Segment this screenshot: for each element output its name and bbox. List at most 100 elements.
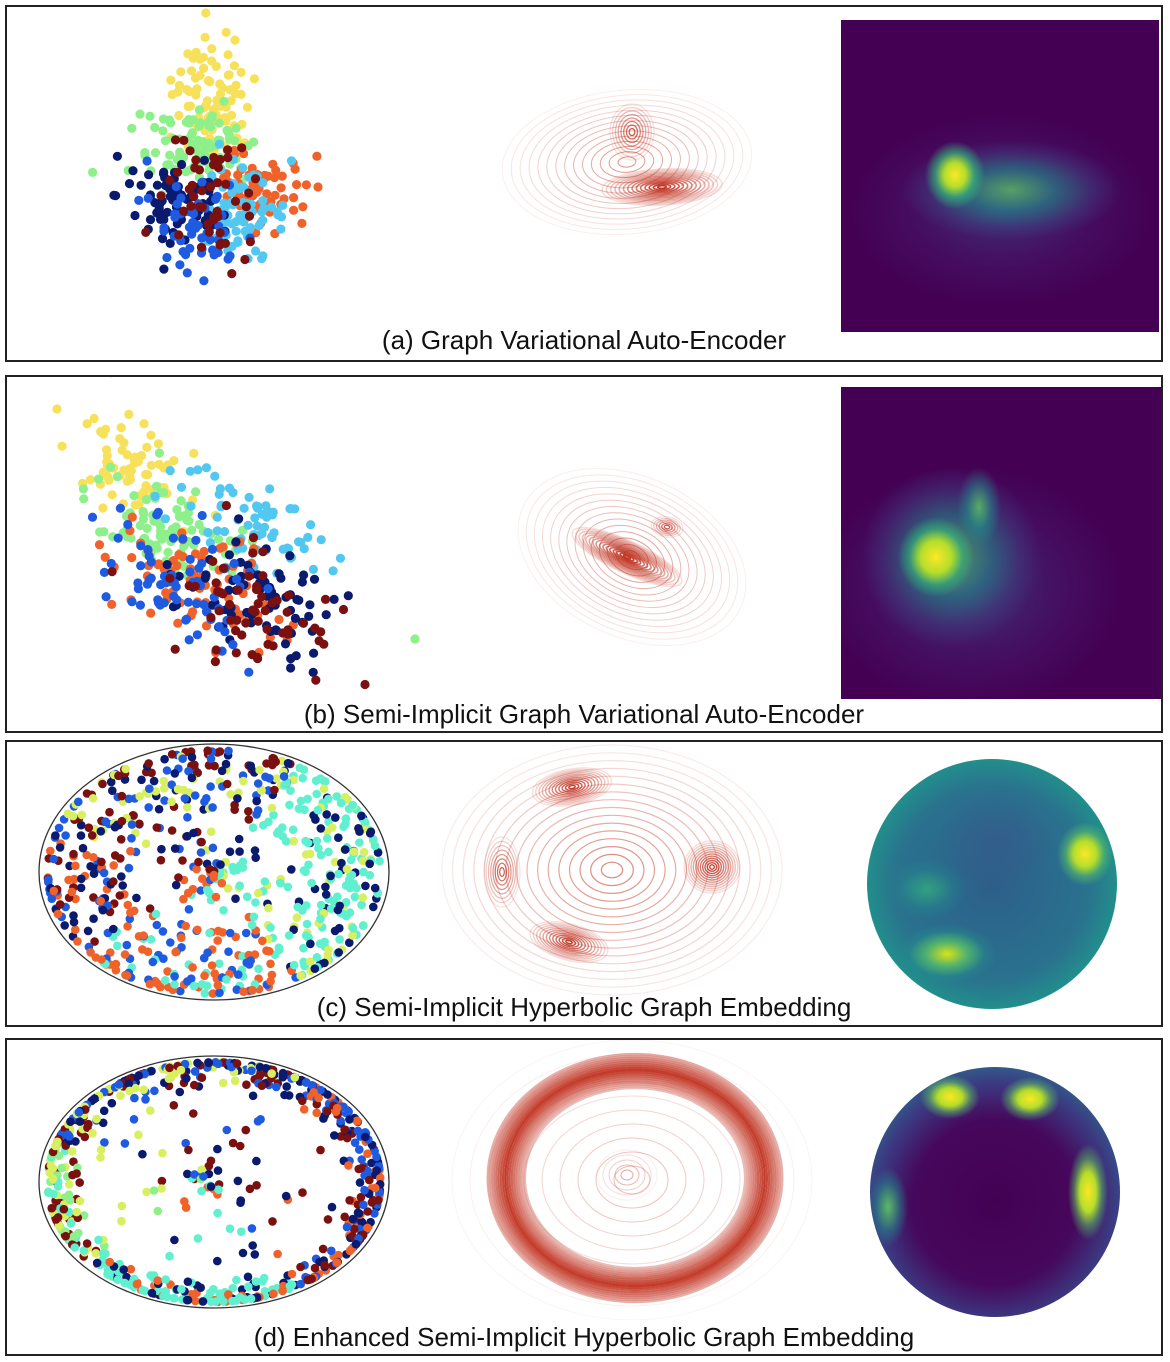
scatter-point	[165, 150, 175, 160]
scatter-point	[327, 1246, 336, 1256]
scatter-point	[123, 519, 133, 530]
scatter-point	[353, 1117, 362, 1126]
scatter-point	[241, 618, 251, 628]
scatter-point	[312, 953, 322, 962]
scatter-point	[243, 560, 253, 570]
scatter-point	[127, 834, 136, 843]
scatter-point	[219, 96, 229, 106]
scatter-point	[88, 167, 98, 177]
scatter-point	[179, 135, 189, 145]
scatter-point	[360, 679, 370, 690]
scatter-point	[49, 886, 59, 896]
scatter-point	[276, 573, 286, 583]
scatter-point	[117, 816, 127, 826]
scatter-point	[44, 875, 53, 884]
poincare-heatmap-c	[867, 759, 1117, 1009]
scatter-point	[76, 831, 86, 840]
scatter-point	[146, 460, 156, 470]
scatter-point	[201, 463, 212, 473]
scatter-point	[160, 514, 170, 524]
scatter-point	[320, 594, 331, 604]
scatter-point	[60, 921, 69, 930]
contour-line	[501, 88, 753, 236]
contour-line	[602, 1154, 652, 1196]
scatter-point	[215, 543, 225, 553]
contour-line	[490, 1056, 780, 1300]
scatter-point	[157, 844, 166, 854]
scatter-point	[59, 1204, 69, 1214]
scatter-point	[304, 860, 313, 870]
scatter-point	[168, 533, 178, 543]
contour-line	[617, 156, 637, 168]
scatter-point	[281, 837, 291, 846]
scatter-point	[163, 547, 173, 557]
scatter-point	[316, 627, 326, 637]
scatter-point	[78, 843, 88, 853]
scatter-point	[194, 105, 205, 115]
contour-line	[538, 770, 606, 804]
scatter-point	[319, 639, 329, 649]
scatter-point	[64, 875, 73, 885]
scatter-point	[345, 908, 355, 917]
scatter-point	[135, 600, 145, 610]
scatter-point	[107, 490, 117, 500]
scatter-point	[134, 1130, 143, 1140]
scatter-point	[183, 101, 193, 111]
scatter-point	[182, 268, 192, 278]
scatter-point	[82, 850, 91, 860]
scatter-point	[200, 971, 209, 981]
scatter-point	[370, 1183, 380, 1193]
scatter-point	[335, 553, 346, 563]
scatter-point	[234, 184, 244, 194]
scatter-point	[122, 940, 132, 950]
scatter-point	[230, 1076, 240, 1086]
scatter-point	[57, 1163, 66, 1173]
scatter-point	[245, 237, 255, 247]
scatter-point	[96, 896, 106, 906]
scatter-point	[197, 186, 207, 196]
scatter-point	[208, 803, 217, 812]
scatter-point	[107, 1098, 117, 1108]
scatter-point	[88, 794, 98, 803]
scatter-point	[193, 135, 203, 145]
scatter-point	[266, 959, 275, 969]
scatter-point	[199, 953, 209, 963]
scatter-point	[194, 121, 204, 131]
scatter-point	[303, 838, 313, 848]
scatter-point	[334, 1250, 343, 1260]
scatter-point	[45, 1168, 54, 1178]
scatter-point	[243, 520, 253, 530]
scatter-point	[214, 1185, 223, 1194]
scatter-point	[199, 1172, 208, 1181]
contour-line	[614, 171, 710, 203]
scatter-point	[105, 462, 116, 472]
scatter-point	[166, 938, 175, 947]
scatter-point	[264, 786, 273, 795]
scatter-point	[218, 563, 228, 573]
scatter-point	[329, 594, 339, 604]
scatter-point	[253, 806, 263, 815]
scatter-point	[248, 533, 259, 543]
contour-line	[552, 932, 586, 952]
contour-line	[506, 1070, 764, 1286]
contour-line	[568, 784, 576, 790]
scatter-point	[258, 178, 268, 188]
scatter-point	[326, 871, 335, 881]
scatter-point	[287, 1280, 297, 1289]
scatter-point	[214, 489, 224, 499]
scatter-point	[256, 1070, 265, 1079]
contour-line	[541, 1109, 723, 1251]
scatter-point	[212, 191, 222, 201]
scatter-point	[232, 574, 242, 584]
scatter-point	[170, 644, 180, 654]
scatter-point	[100, 552, 110, 562]
scatter-point	[193, 1058, 202, 1068]
scatter-point	[283, 544, 294, 554]
scatter-point	[153, 1206, 163, 1216]
scatter-point	[204, 227, 214, 237]
scatter-point	[78, 484, 88, 494]
scatter-point	[280, 1090, 289, 1100]
contour-line	[496, 862, 508, 882]
scatter-point	[184, 766, 193, 776]
scatter-point	[116, 423, 126, 433]
